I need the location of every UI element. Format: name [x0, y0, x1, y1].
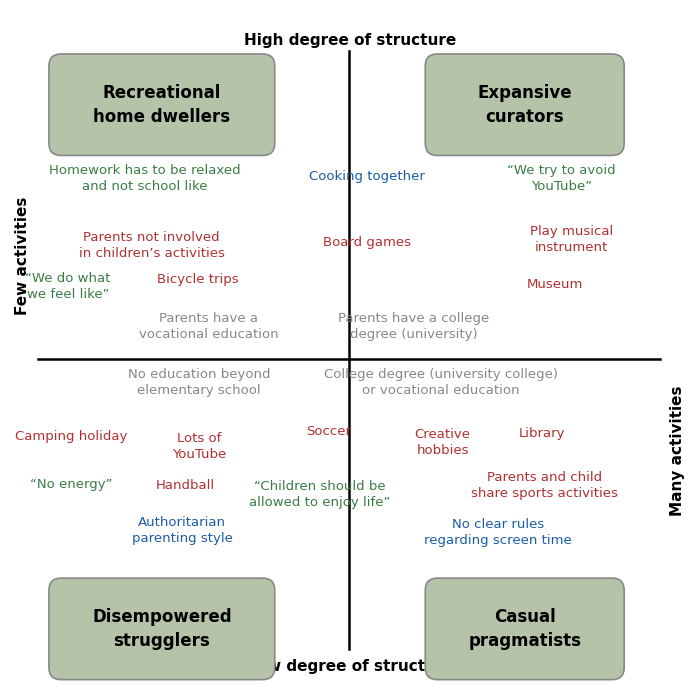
Text: Parents have a college
degree (university): Parents have a college degree (universit… — [338, 312, 489, 341]
Text: Play musical
instrument: Play musical instrument — [530, 225, 613, 253]
Text: Authoritarian
parenting style: Authoritarian parenting style — [132, 516, 232, 545]
Text: Parents and child
share sports activities: Parents and child share sports activitie… — [471, 471, 618, 500]
Text: “No energy”: “No energy” — [30, 478, 113, 491]
Text: Many activities: Many activities — [671, 386, 685, 516]
Text: Few activities: Few activities — [15, 197, 29, 315]
FancyBboxPatch shape — [426, 578, 624, 680]
Text: Soccer: Soccer — [306, 426, 351, 438]
Text: Bicycle trips: Bicycle trips — [158, 273, 239, 286]
Text: Expansive
curators: Expansive curators — [477, 84, 572, 125]
Text: Parents have a
vocational education: Parents have a vocational education — [139, 312, 279, 341]
Text: Homework has to be relaxed
and not school like: Homework has to be relaxed and not schoo… — [49, 164, 241, 193]
Text: Low degree of structure: Low degree of structure — [246, 659, 454, 674]
Text: College degree (university college)
or vocational education: College degree (university college) or v… — [323, 368, 558, 397]
Text: Lots of
YouTube: Lots of YouTube — [172, 432, 226, 461]
Text: Library: Library — [518, 428, 565, 440]
FancyBboxPatch shape — [426, 54, 624, 155]
Text: Handball: Handball — [156, 480, 215, 492]
Text: Museum: Museum — [527, 278, 583, 290]
FancyBboxPatch shape — [49, 578, 274, 680]
Text: “Children should be
allowed to enjoy life”: “Children should be allowed to enjoy lif… — [249, 480, 391, 509]
Text: High degree of structure: High degree of structure — [244, 33, 456, 48]
Text: Cooking together: Cooking together — [309, 170, 425, 183]
Text: No education beyond
elementary school: No education beyond elementary school — [127, 368, 270, 397]
Text: No clear rules
regarding screen time: No clear rules regarding screen time — [424, 518, 572, 547]
FancyBboxPatch shape — [49, 54, 274, 155]
Text: “We try to avoid
YouTube”: “We try to avoid YouTube” — [508, 164, 616, 193]
Text: Creative
hobbies: Creative hobbies — [414, 428, 470, 456]
Text: Disempowered
strugglers: Disempowered strugglers — [92, 608, 232, 650]
Text: Camping holiday: Camping holiday — [15, 430, 127, 442]
Text: Board games: Board games — [323, 236, 411, 249]
Text: Recreational
home dwellers: Recreational home dwellers — [93, 84, 230, 125]
Text: “We do what
we feel like”: “We do what we feel like” — [25, 272, 111, 301]
Text: Casual
pragmatists: Casual pragmatists — [468, 608, 581, 650]
Text: Parents not involved
in children’s activities: Parents not involved in children’s activ… — [79, 231, 225, 260]
